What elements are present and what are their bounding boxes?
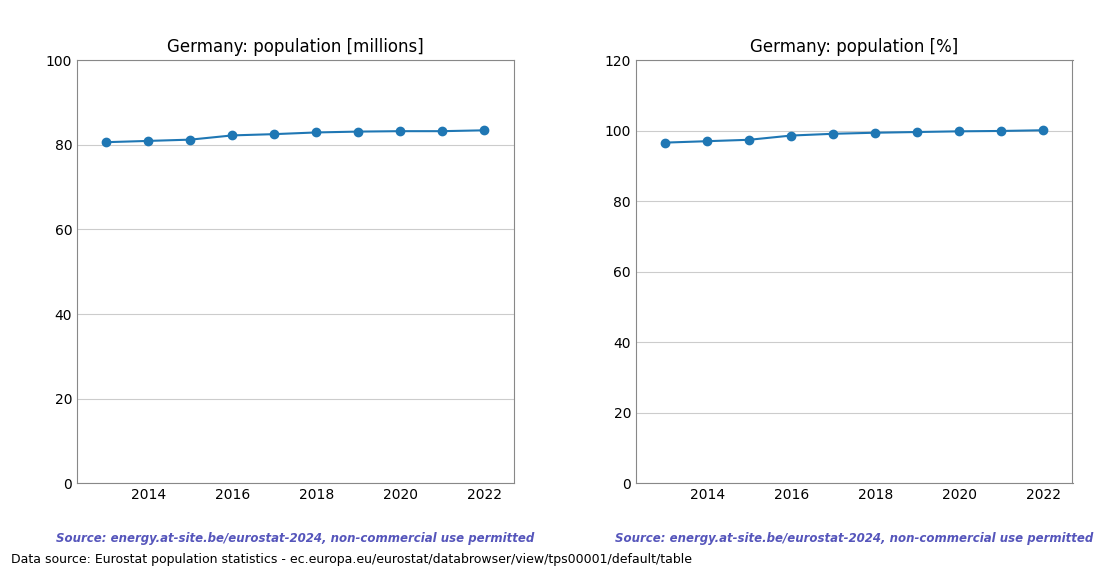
Text: Source: energy.at-site.be/eurostat-2024, non-commercial use permitted: Source: energy.at-site.be/eurostat-2024,… xyxy=(56,532,535,545)
Text: Source: energy.at-site.be/eurostat-2024, non-commercial use permitted: Source: energy.at-site.be/eurostat-2024,… xyxy=(615,532,1093,545)
Title: Germany: population [%]: Germany: population [%] xyxy=(750,38,958,55)
Title: Germany: population [millions]: Germany: population [millions] xyxy=(167,38,424,55)
Text: Data source: Eurostat population statistics - ec.europa.eu/eurostat/databrowser/: Data source: Eurostat population statist… xyxy=(11,553,692,566)
